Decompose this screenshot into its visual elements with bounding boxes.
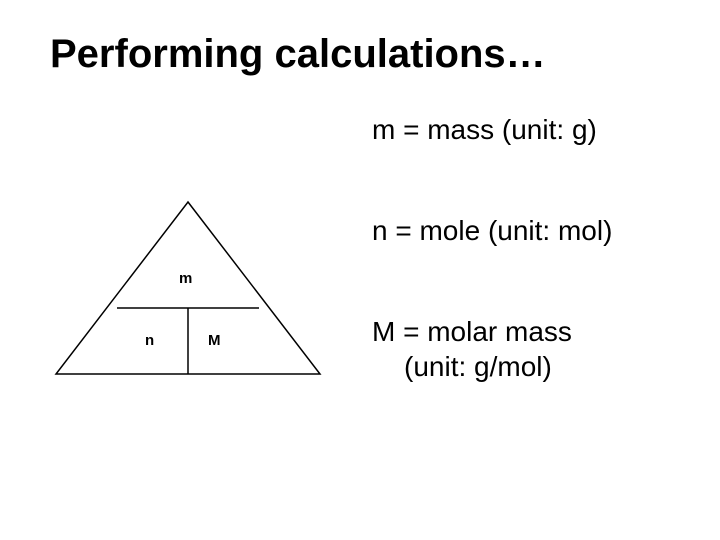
definition-n: n = mole (unit: mol) [372, 213, 612, 248]
formula-triangle: m n M [48, 196, 328, 381]
definition-m: m = mass (unit: g) [372, 112, 612, 147]
triangle-label-m: m [179, 270, 192, 287]
page-title: Performing calculations… [50, 32, 546, 77]
triangle-label-M-upper: M [208, 332, 221, 349]
triangle-svg [48, 196, 328, 381]
definition-M-line1: M = molar mass [372, 314, 612, 349]
definition-M-line2: (unit: g/mol) [372, 349, 612, 384]
definitions-block: m = mass (unit: g) n = mole (unit: mol) … [372, 112, 612, 384]
triangle-label-n: n [145, 332, 154, 349]
